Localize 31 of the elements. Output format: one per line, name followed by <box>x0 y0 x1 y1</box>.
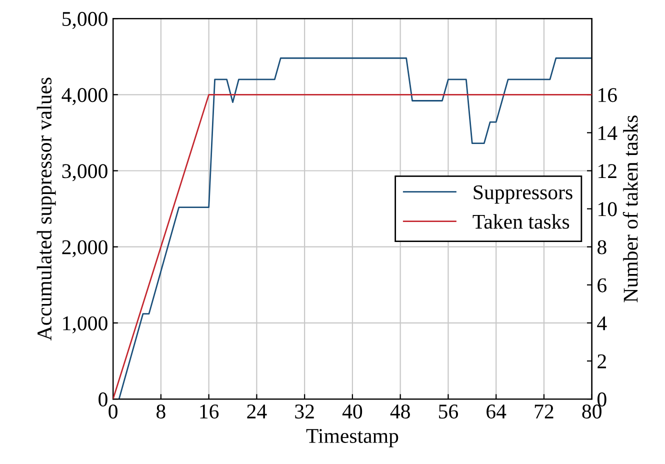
y-tick-label: 0 <box>98 392 108 406</box>
y2-axis-title: Number of taken tasks <box>622 116 638 302</box>
y-axis-title: Accumulated suppressor values <box>36 78 56 341</box>
x-tick-label: 40 <box>342 404 362 419</box>
y-tick-label: 1,000 <box>63 316 108 334</box>
x-tick-label: 48 <box>390 404 410 419</box>
legend-label: Taken tasks <box>472 214 570 229</box>
x-tick-label: 32 <box>295 404 314 419</box>
x-tick-label: 64 <box>486 404 506 419</box>
y2-tick-label: 0 <box>598 392 606 406</box>
y2-tick-label: 6 <box>598 278 607 292</box>
y2-tick-label: 12 <box>598 164 616 178</box>
y2-tick-label: 14 <box>598 126 618 140</box>
y2-tick-label: 16 <box>598 88 617 102</box>
y-tick-label: 4,000 <box>62 88 108 106</box>
x-tick-label: 56 <box>439 404 458 419</box>
x-tick-label: 24 <box>247 404 267 418</box>
y-tick-label: 3,000 <box>62 164 108 182</box>
x-tick-label: 8 <box>156 404 166 419</box>
y-tick-label: 5,000 <box>62 12 108 29</box>
x-tick-label: 72 <box>534 404 554 418</box>
y2-tick-label: 4 <box>597 316 607 330</box>
x-tick-label: 80 <box>582 404 602 419</box>
x-axis-title: Timestamp <box>306 429 398 448</box>
y-tick-label: 2,000 <box>62 240 108 258</box>
legend-label: Suppressors <box>474 185 572 204</box>
y2-tick-label: 2 <box>598 354 606 368</box>
y2-tick-label: 8 <box>598 240 606 254</box>
x-tick-label: 0 <box>108 404 118 419</box>
x-tick-label: 16 <box>200 404 219 419</box>
y2-tick-label: 10 <box>598 202 617 216</box>
